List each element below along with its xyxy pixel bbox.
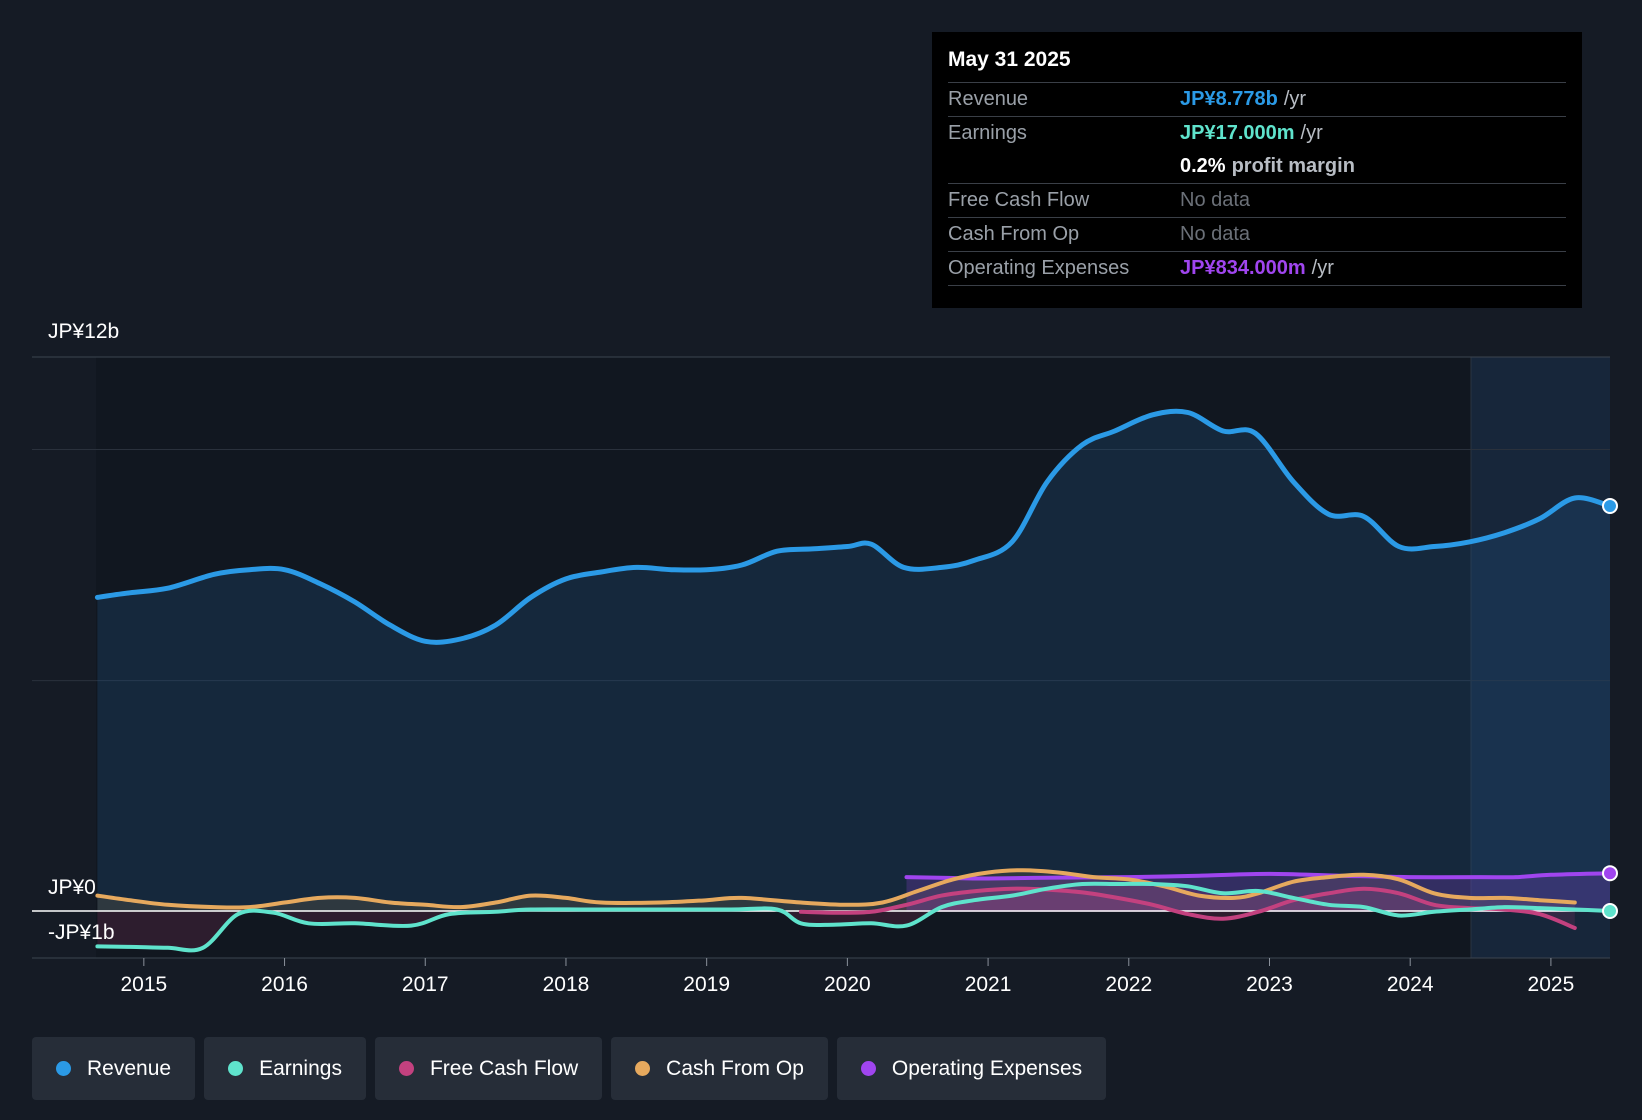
legend-dot-revenue — [56, 1061, 71, 1076]
legend-dot-earnings — [228, 1061, 244, 1076]
tooltip-row-cfo: Cash From Op No data — [948, 217, 1566, 251]
legend-item-earnings[interactable]: Earnings — [204, 1037, 366, 1100]
tooltip-row-revenue: Revenue JP¥8.778b /yr — [948, 82, 1566, 116]
x-tick-label-2018: 2018 — [543, 973, 590, 996]
legend-label-opex: Operating Expenses — [891, 1056, 1083, 1080]
tooltip-unit-opex: /yr — [1311, 257, 1334, 279]
revenue-endpoint — [1602, 497, 1618, 514]
x-axis-ticks: 2015 2016 2017 2018 2019 2020 2021 2022 2023 2024… — [120, 958, 1574, 996]
opex-line — [904, 871, 1612, 881]
x-tick-label-2015: 2015 — [120, 973, 167, 996]
legend-dot-fcf — [398, 1061, 414, 1076]
legend-label-cfo: Cash From Op — [666, 1056, 804, 1080]
cfo-area — [97, 870, 1575, 912]
x-tick-label-2022: 2022 — [1105, 973, 1152, 996]
tooltip-label-cfo: Cash From Op — [948, 223, 1080, 245]
x-tick-label-2023: 2023 — [1246, 973, 1293, 996]
tooltip-label-earnings: Earnings — [948, 122, 1027, 144]
data-tooltip: May 31 2025 Revenue JP¥8.778b /yr Earnin… — [932, 32, 1582, 308]
tooltip-value-fcf: No data — [1180, 189, 1251, 211]
earnings-endpoint — [1602, 902, 1618, 919]
tooltip-value-cfo: No data — [1180, 223, 1251, 245]
chart-legend: Revenue Earnings Free Cash Flow Cash Fro… — [32, 1037, 1107, 1100]
tooltip-value-earnings: JP¥17.000m — [1180, 122, 1295, 144]
legend-item-fcf[interactable]: Free Cash Flow — [374, 1037, 603, 1100]
x-tick-label-2017: 2017 — [402, 973, 449, 996]
legend-dot-opex — [860, 1061, 876, 1076]
tooltip-row-opex: Operating Expenses JP¥834.000m /yr — [948, 251, 1566, 286]
revenue-area — [97, 411, 1610, 912]
past-region — [96, 357, 1471, 958]
tooltip-row-margin: 0.2% profit margin — [948, 150, 1566, 183]
tooltip-value-opex: JP¥834.000m — [1180, 257, 1306, 279]
y-axis-label-zero: JP¥0 — [48, 876, 96, 899]
x-tick-label-2019: 2019 — [683, 973, 730, 996]
x-tick-label-2020: 2020 — [824, 973, 871, 996]
legend-label-earnings: Earnings — [259, 1056, 342, 1080]
series-endpoints — [1602, 497, 1618, 919]
tooltip-date: May 31 2025 — [948, 48, 1071, 71]
legend-item-cfo[interactable]: Cash From Op — [611, 1037, 828, 1100]
legend-label-fcf: Free Cash Flow — [429, 1056, 579, 1080]
x-tick-label-2025: 2025 — [1528, 973, 1575, 996]
tooltip-label-revenue: Revenue — [948, 88, 1029, 110]
x-tick-label-2024: 2024 — [1387, 973, 1434, 996]
tooltip-label-fcf: Free Cash Flow — [948, 189, 1090, 211]
gridlines — [32, 356, 1610, 959]
earnings-area — [97, 883, 1610, 951]
forecast-region — [1471, 357, 1610, 958]
legend-dot-cfo — [635, 1061, 651, 1076]
y-axis-label-top: JP¥12b — [48, 320, 120, 343]
tooltip-row-earnings: Earnings JP¥17.000m /yr — [948, 116, 1566, 150]
legend-item-revenue[interactable]: Revenue — [32, 1037, 196, 1100]
tooltip-value-margin: 0.2% — [1180, 155, 1226, 177]
revenue-line — [94, 408, 1613, 645]
x-tick-label-2016: 2016 — [261, 973, 308, 996]
series-lines — [94, 408, 1613, 953]
tooltip-value-revenue: JP¥8.778b — [1180, 88, 1278, 110]
legend-item-opex[interactable]: Operating Expenses — [836, 1037, 1107, 1100]
cfo-line — [95, 868, 1577, 910]
fcf-line — [798, 886, 1577, 930]
x-tick-label-2021: 2021 — [965, 973, 1012, 996]
tooltip-unit-earnings: /yr — [1300, 122, 1323, 144]
tooltip-unit-margin: profit margin — [1231, 155, 1355, 177]
opex-endpoint — [1602, 865, 1618, 882]
tooltip-row-fcf: Free Cash Flow No data — [948, 183, 1566, 217]
y-axis-label-bottom: -JP¥1b — [48, 921, 115, 944]
tooltip-label-opex: Operating Expenses — [948, 257, 1130, 279]
earnings-line — [95, 881, 1612, 953]
tooltip-unit-revenue: /yr — [1283, 88, 1307, 110]
legend-label-revenue: Revenue — [87, 1056, 172, 1080]
